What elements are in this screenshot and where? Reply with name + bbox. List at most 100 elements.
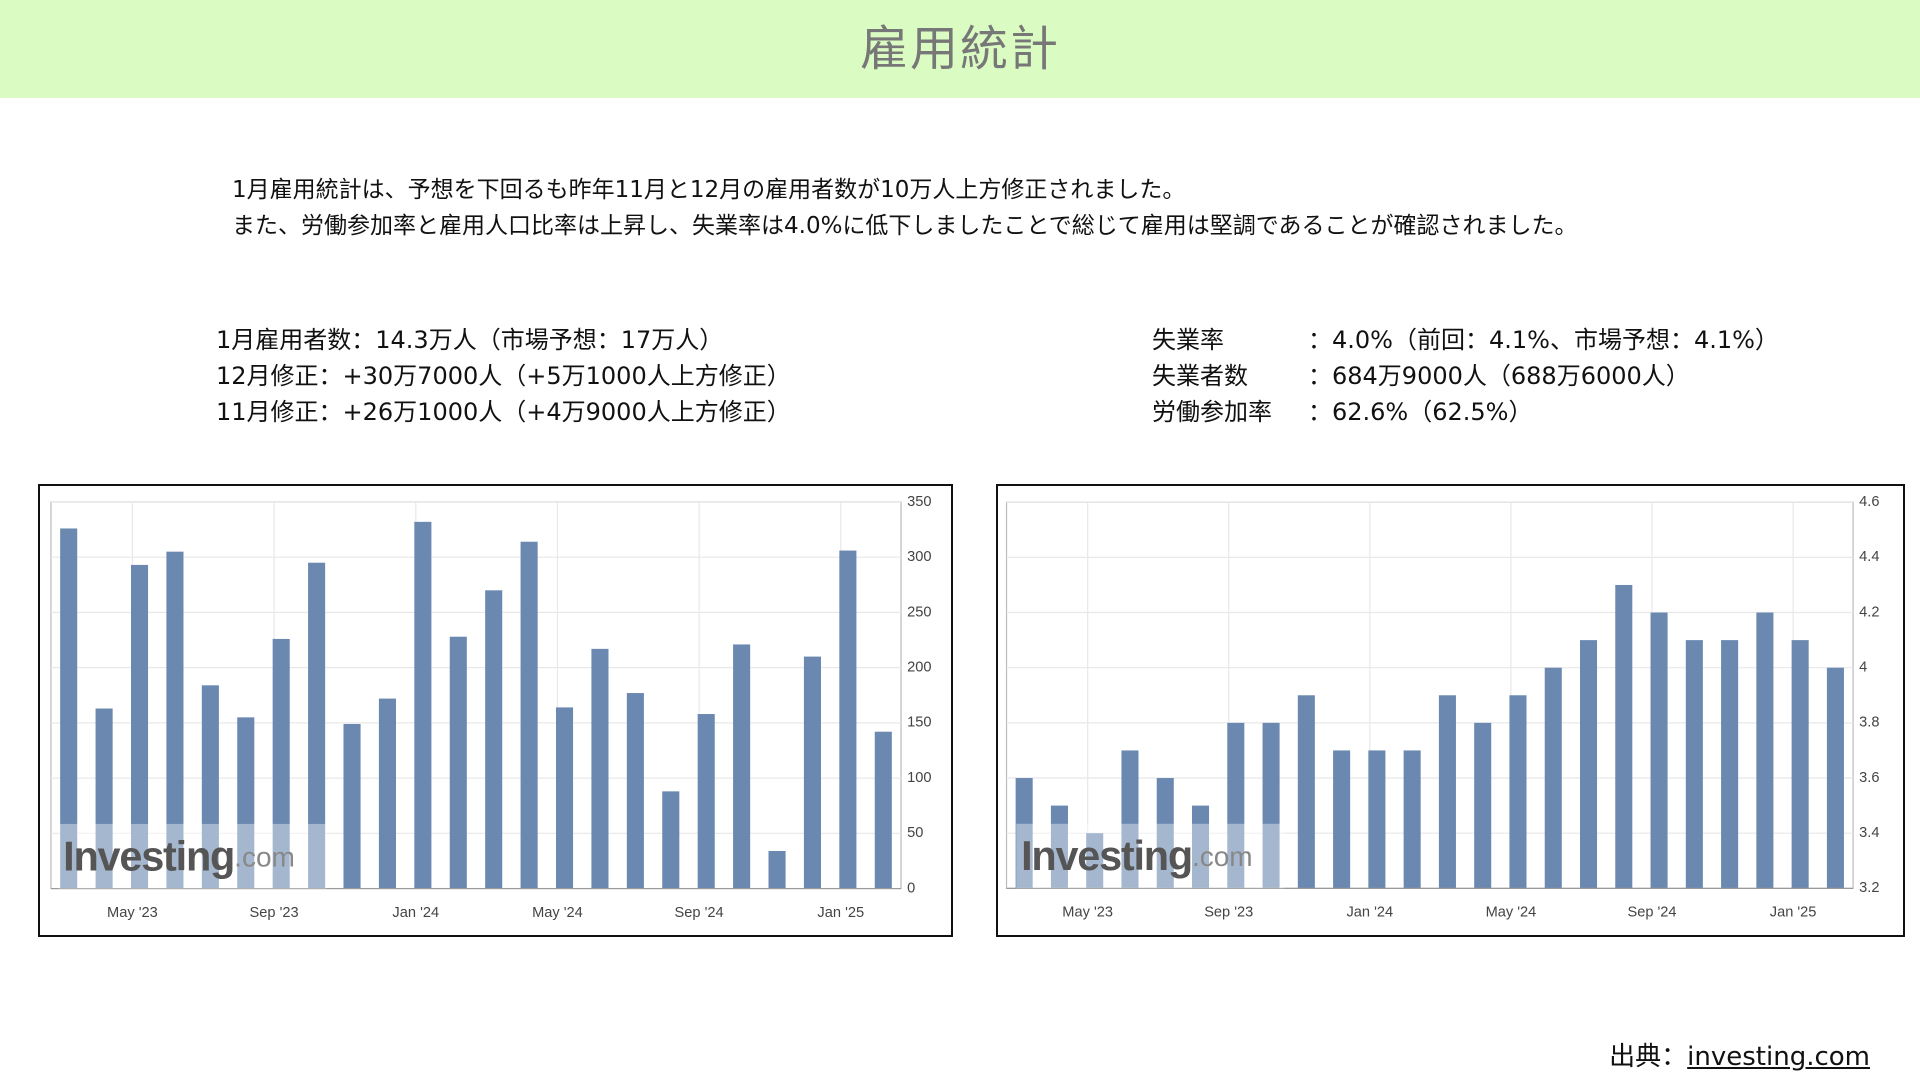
bar: [1086, 833, 1104, 889]
y-tick-label: 150: [907, 715, 931, 731]
source-link[interactable]: investing.com: [1687, 1042, 1870, 1072]
bar: [1368, 750, 1386, 889]
header: 雇用統計: [0, 0, 1920, 98]
x-tick-label: Sep '24: [675, 905, 724, 921]
bar: [1438, 695, 1456, 889]
bar: [60, 528, 78, 889]
summary-line: 1月雇用統計は、予想を下回るも昨年11月と12月の雇用者数が10万人上方修正され…: [232, 177, 1186, 203]
stat: 1月雇用者数：14.3万人（市場予想：17万人）: [216, 326, 724, 354]
watermark-veil: [1016, 823, 1285, 889]
watermark: Investing.com: [1021, 833, 1252, 879]
stat-value: ：684万9000人（688万6000人）: [1308, 362, 1690, 390]
bar: [414, 521, 432, 889]
y-tick-label: 3.6: [1859, 770, 1879, 786]
bar: [1615, 584, 1633, 889]
bar: [1156, 778, 1174, 889]
stat-label: 労働参加率: [1152, 398, 1272, 426]
chart: 0 50 100 150 200 250 300 350 May '23 Sep '23 Jan '…: [50, 494, 932, 921]
bar: [1685, 640, 1703, 889]
stat: 11月修正：+26万1000人（+4万9000人上方修正）: [216, 398, 791, 426]
bar: [237, 717, 255, 889]
bar: [1015, 778, 1033, 889]
stats-right: 失業率 ：4.0%（前回：4.1%、市場予想：4.1%） 失業者数 ：684万900…: [1152, 322, 1779, 430]
bar: [768, 850, 786, 889]
bar: [1227, 722, 1245, 889]
x-tick-label: Jan '24: [392, 905, 439, 921]
x-tick-label: Sep '23: [250, 905, 299, 921]
y-tick-label: 250: [907, 604, 931, 620]
x-tick-label: Sep '23: [1204, 905, 1253, 921]
summary-line: また、労働参加率と雇用人口比率は上昇し、失業率は4.0%に低下しましたことで総じ…: [232, 213, 1578, 239]
x-tick-label: May '24: [1486, 905, 1537, 921]
bar: [1050, 805, 1068, 889]
stat: 12月修正：+30万7000人（+5万1000人上方修正）: [216, 362, 791, 390]
chart-frame: 3.2 3.4 3.6 3.8 4 4.2 4.4 4.6 May '23 Sep '23 Jan …: [996, 484, 1905, 937]
bar: [1544, 667, 1562, 889]
bar: [485, 590, 503, 889]
bar: [1721, 640, 1739, 889]
bar: [272, 638, 290, 889]
bar: [697, 714, 715, 889]
watermark-brand: Investing: [1021, 833, 1192, 879]
y-tick-label: 3.2: [1859, 880, 1879, 896]
bar: [1579, 640, 1598, 889]
stat: 失業者数 ：684万9000人（688万6000人）: [1152, 358, 1690, 394]
y-tick-label: 4.6: [1859, 494, 1879, 510]
watermark-brand: Investing: [63, 832, 234, 879]
stat-value: ：62.6%（62.5%）: [1308, 398, 1533, 426]
x-tick-label: Jan '24: [1347, 905, 1394, 921]
stats-left: 1月雇用者数：14.3万人（市場予想：17万人） 12月修正：+30万7000人…: [216, 322, 791, 430]
bar: [1650, 612, 1668, 889]
stat: 労働参加率 ：62.6%（62.5%）: [1152, 394, 1532, 430]
watermark-suffix: .com: [234, 842, 295, 873]
bar: [662, 791, 680, 889]
watermark: Investing.com: [63, 832, 295, 879]
bar: [201, 685, 219, 889]
bar: [1756, 612, 1774, 889]
bar: [591, 648, 609, 889]
y-tick-label: 200: [907, 660, 931, 676]
y-tick-label: 4.2: [1859, 604, 1879, 620]
stat-value: ：4.0%（前回：4.1%、市場予想：4.1%）: [1308, 326, 1779, 354]
y-tick-label: 350: [907, 494, 931, 510]
x-tick-label: May '23: [107, 905, 158, 921]
bar: [839, 550, 857, 889]
title: 雇用統計: [859, 21, 1060, 77]
x-tick-label: Sep '24: [1627, 905, 1676, 921]
bar: [1474, 722, 1492, 889]
bar: [874, 731, 892, 889]
bar: [555, 707, 574, 889]
bar: [626, 693, 644, 889]
bar: [449, 636, 467, 889]
bar: [1262, 722, 1280, 889]
y-tick-label: 300: [907, 549, 931, 565]
bar: [1826, 667, 1844, 889]
stat-label: 失業者数: [1152, 362, 1248, 390]
bar: [1791, 640, 1809, 889]
watermark-veil: [58, 823, 327, 889]
watermark-suffix: .com: [1192, 842, 1253, 873]
y-tick-label: 50: [907, 825, 923, 841]
bar: [130, 564, 149, 889]
bar: [803, 656, 821, 889]
bar: [1297, 695, 1315, 889]
chart: 3.2 3.4 3.6 3.8 4 4.2 4.4 4.6 May '23 Sep '23 Jan …: [1005, 494, 1879, 921]
bar: [95, 708, 113, 889]
bar: [166, 551, 184, 889]
bar: [1191, 805, 1210, 889]
bar: [1333, 750, 1351, 889]
summary: 1月雇用統計は、予想を下回るも昨年11月と12月の雇用者数が10万人上方修正され…: [232, 172, 1578, 244]
y-tick-label: 4.4: [1859, 549, 1879, 565]
bar: [343, 723, 361, 889]
x-tick-label: May '24: [532, 905, 583, 921]
x-tick-label: Jan '25: [817, 905, 864, 921]
y-tick-label: 3.8: [1859, 715, 1879, 731]
source: 出典：investing.com: [1609, 1036, 1870, 1073]
bar: [1509, 695, 1527, 889]
bar: [378, 698, 396, 889]
bar: [1121, 750, 1139, 889]
stat-label: 失業率: [1152, 326, 1224, 354]
stat: 失業率 ：4.0%（前回：4.1%、市場予想：4.1%）: [1152, 322, 1779, 358]
bar: [520, 541, 538, 889]
